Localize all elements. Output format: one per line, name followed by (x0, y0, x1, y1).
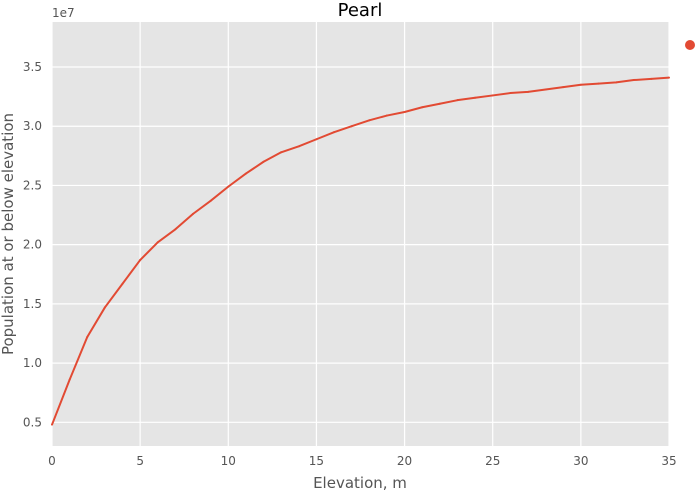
legend (685, 40, 695, 50)
x-axis-label: Elevation, m (313, 474, 407, 491)
legend-marker (685, 40, 695, 50)
y-axis-offset-label: 1e7 (52, 6, 75, 20)
data-point (157, 241, 159, 243)
data-point (668, 77, 670, 79)
data-point (421, 106, 423, 108)
x-tick-label: 25 (485, 454, 500, 468)
data-point (333, 131, 335, 133)
x-axis-ticks: 0 5 10 15 20 25 30 35 (48, 454, 676, 468)
data-point (351, 125, 353, 127)
data-point (545, 89, 547, 91)
data-point (386, 115, 388, 117)
data-point (315, 138, 317, 140)
y-axis-label: Population at or below elevation (0, 113, 17, 355)
data-point (562, 86, 564, 88)
x-tick-label: 15 (309, 454, 324, 468)
y-tick-label: 3.0 (23, 119, 42, 133)
x-tick-label: 5 (136, 454, 144, 468)
data-point (104, 306, 106, 308)
data-point (474, 97, 476, 99)
data-point (492, 94, 494, 96)
data-point (580, 84, 582, 86)
data-point (51, 424, 53, 426)
x-tick-label: 30 (573, 454, 588, 468)
data-point (597, 83, 599, 85)
data-point (404, 111, 406, 113)
y-axis-ticks: 0.5 1.0 1.5 2.0 2.5 3.0 3.5 (23, 60, 42, 429)
data-point (139, 259, 141, 261)
data-point (122, 283, 124, 285)
data-point (368, 119, 370, 121)
data-point (69, 379, 71, 381)
data-point (633, 79, 635, 81)
data-point (456, 99, 458, 101)
y-tick-label: 2.5 (23, 178, 42, 192)
data-point (263, 161, 265, 163)
data-point (86, 336, 88, 338)
data-point (298, 145, 300, 147)
data-point (280, 151, 282, 153)
x-tick-label: 35 (661, 454, 676, 468)
data-point (245, 173, 247, 175)
data-point (227, 186, 229, 188)
x-tick-label: 20 (397, 454, 412, 468)
data-point (174, 228, 176, 230)
x-tick-label: 10 (221, 454, 236, 468)
y-tick-label: 0.5 (23, 415, 42, 429)
y-tick-label: 3.5 (23, 60, 42, 74)
chart-title: Pearl (338, 0, 383, 21)
data-point (650, 78, 652, 80)
data-point (210, 200, 212, 202)
data-point (509, 92, 511, 94)
data-point (527, 91, 529, 93)
y-tick-label: 1.0 (23, 356, 42, 370)
data-point (192, 213, 194, 215)
x-tick-label: 0 (48, 454, 56, 468)
y-tick-label: 2.0 (23, 238, 42, 252)
y-tick-label: 1.5 (23, 297, 42, 311)
data-point (439, 103, 441, 105)
data-point (615, 81, 617, 83)
